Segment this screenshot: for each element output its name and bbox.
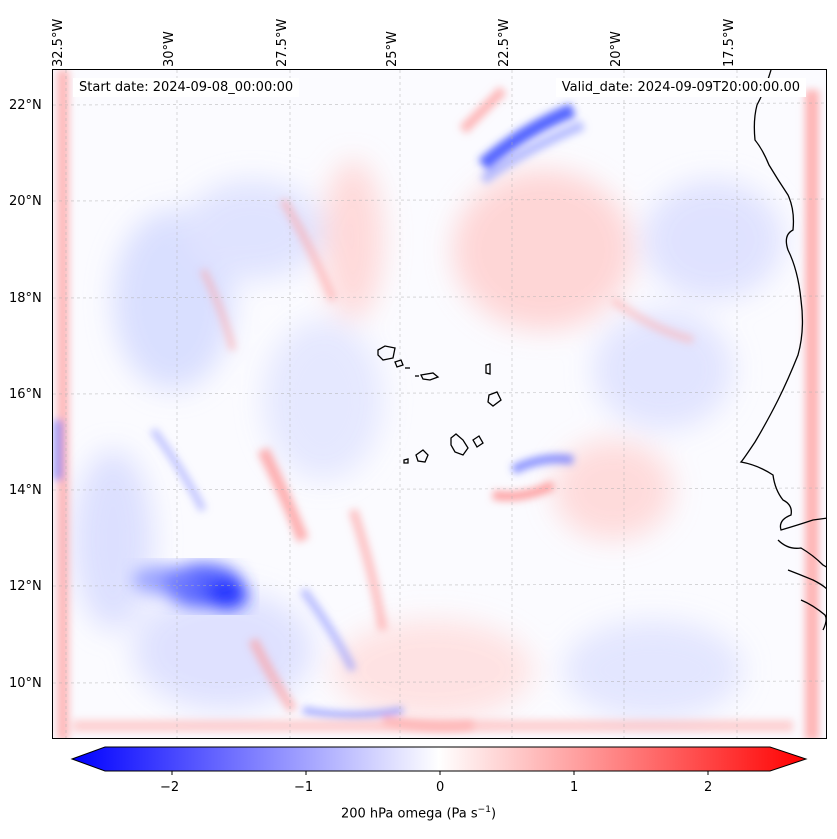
colorbar-title-sup: −1 bbox=[477, 805, 491, 815]
colorbar bbox=[70, 746, 808, 775]
lon-label-32-5w: 32.5°W bbox=[51, 18, 66, 67]
lon-label-20w: 20°W bbox=[609, 31, 624, 67]
start-date-label: Start date: 2024-09-08_00:00:00 bbox=[73, 78, 300, 97]
colorbar-title-main: 200 hPa omega (Pa s bbox=[340, 806, 478, 822]
omega-map: Start date: 2024-09-08_00:00:00 Valid_da… bbox=[52, 69, 827, 739]
colorbar-tick-neg2: −2 bbox=[160, 780, 180, 795]
colorbar-title-end: ) bbox=[490, 806, 497, 822]
colorbar-tick-neg1: −1 bbox=[294, 780, 314, 795]
colorbar-tick-0: 0 bbox=[436, 780, 445, 795]
lat-label-10n: 10°N bbox=[9, 676, 42, 691]
lon-label-30w: 30°W bbox=[162, 31, 177, 67]
lat-label-12n: 12°N bbox=[9, 579, 42, 594]
lon-label-25w: 25°W bbox=[385, 31, 400, 67]
valid-date-label: Valid_date: 2024-09-09T20:00:00.00 bbox=[555, 78, 806, 97]
lon-label-27-5w: 27.5°W bbox=[275, 18, 290, 67]
lon-label-22-5w: 22.5°W bbox=[497, 18, 512, 67]
colorbar-tick-2: 2 bbox=[704, 780, 713, 795]
lat-label-18n: 18°N bbox=[9, 291, 42, 306]
colorbar-tick-1: 1 bbox=[570, 780, 579, 795]
lat-label-16n: 16°N bbox=[9, 387, 42, 402]
lon-label-17-5w: 17.5°W bbox=[722, 18, 737, 67]
lat-label-14n: 14°N bbox=[9, 483, 42, 498]
omega-field bbox=[53, 70, 826, 738]
lat-label-20n: 20°N bbox=[9, 194, 42, 209]
lat-label-22n: 22°N bbox=[9, 98, 42, 113]
colorbar-title: 200 hPa omega (Pa s−1) bbox=[0, 805, 837, 821]
